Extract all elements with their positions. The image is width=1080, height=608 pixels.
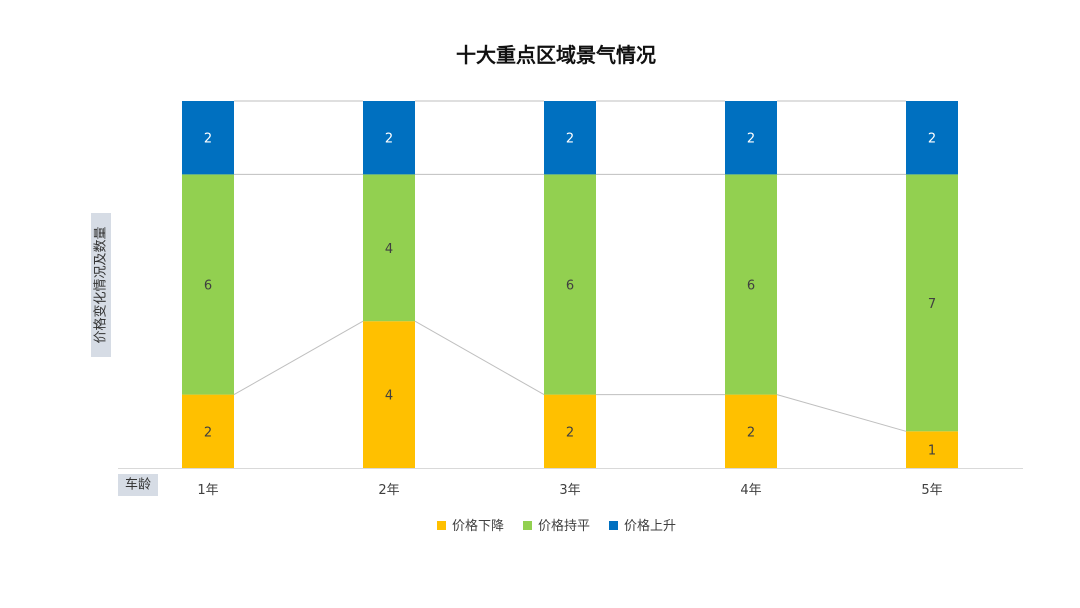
bar-segment-1-2 <box>363 321 415 468</box>
legend-swatch-2 <box>523 521 532 530</box>
x-axis-title-group: 车龄 <box>118 474 158 496</box>
data-label-1-4: 2 <box>747 425 755 440</box>
bar-segment-3-2 <box>363 101 415 175</box>
data-label-2-5: 7 <box>928 297 936 312</box>
data-label-1-1: 2 <box>204 425 212 440</box>
bar-segment-3-4 <box>725 101 777 175</box>
legend-item-3: 价格上升 <box>609 518 676 534</box>
data-label-2-4: 6 <box>747 279 755 294</box>
bar-segment-2-3 <box>544 174 596 395</box>
y-axis-title-background <box>91 213 111 357</box>
legend-swatch-3 <box>609 521 618 530</box>
data-label-3-1: 2 <box>204 132 212 147</box>
bar-segment-2-4 <box>725 174 777 395</box>
data-label-3-4: 2 <box>747 132 755 147</box>
data-label-1-5: 1 <box>928 444 936 459</box>
data-label-3-3: 2 <box>566 132 574 147</box>
bar-segment-1-5 <box>906 431 958 468</box>
bar-segment-2-1 <box>182 174 234 395</box>
y-axis-title: 价格变化情况及数量 <box>93 226 109 343</box>
bar-segment-1-4 <box>725 394 777 468</box>
data-label-3-5: 2 <box>928 132 936 147</box>
x-tick-label-3: 3年 <box>559 483 580 498</box>
x-tick-label-4: 4年 <box>740 483 761 498</box>
data-label-2-1: 6 <box>204 279 212 294</box>
bar-segment-2-2 <box>363 174 415 322</box>
y-axis-title-group: 价格变化情况及数量 <box>91 213 111 357</box>
series-line-1-4 <box>776 394 907 432</box>
bar-segment-3-5 <box>906 101 958 175</box>
data-label-2-3: 6 <box>566 279 574 294</box>
legend-label-1: 价格下降 <box>452 518 504 534</box>
x-tick-label-5: 5年 <box>921 483 942 498</box>
legend-label-2: 价格持平 <box>538 518 590 534</box>
legend-item-1: 价格下降 <box>437 518 504 534</box>
data-label-1-2: 4 <box>385 389 393 404</box>
chart-title: 十大重点区域景气情况 <box>456 43 656 67</box>
bar-segment-3-1 <box>182 101 234 175</box>
bar-segment-3-3 <box>544 101 596 175</box>
bar-segment-1-1 <box>182 394 234 468</box>
x-axis-title: 车龄 <box>125 477 151 493</box>
legend: 价格下降 价格持平 价格上升 <box>437 518 676 534</box>
plot-layer: 2 4 2 2 1 6 4 6 6 7 2 2 2 2 2 1年 2年 3年 4年 5年 <box>118 100 1023 498</box>
x-tick-label-2: 2年 <box>378 483 399 498</box>
series-line-1-1 <box>233 320 364 396</box>
data-label-1-3: 2 <box>566 425 574 440</box>
legend-swatch-1 <box>437 521 446 530</box>
x-axis-title-background <box>118 474 158 496</box>
legend-item-2: 价格持平 <box>523 518 590 534</box>
x-tick-label-1: 1年 <box>197 483 218 498</box>
series-line-1-2 <box>414 320 545 396</box>
bar-segment-1-3 <box>544 394 596 468</box>
data-label-3-2: 2 <box>385 132 393 147</box>
bar-segment-2-5 <box>906 174 958 432</box>
data-label-2-2: 4 <box>385 242 393 257</box>
legend-label-3: 价格上升 <box>624 518 676 534</box>
